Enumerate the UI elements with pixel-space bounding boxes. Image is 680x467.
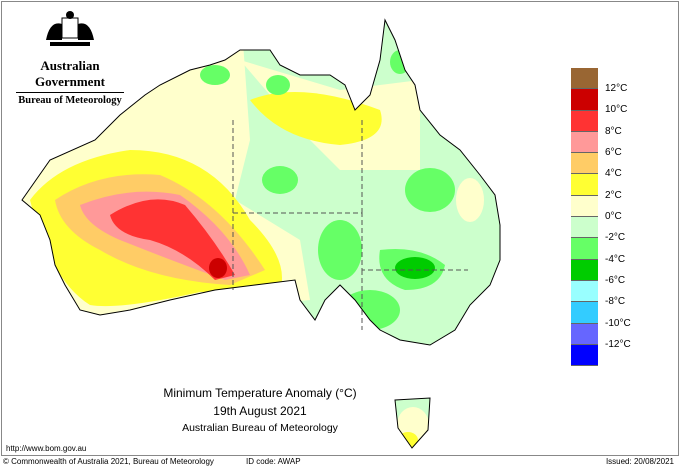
legend-swatch bbox=[571, 131, 598, 154]
legend-label: 2°C bbox=[605, 190, 622, 201]
legend-label: -6°C bbox=[605, 275, 626, 286]
legend-label: 8°C bbox=[605, 126, 622, 137]
legend-swatch bbox=[571, 217, 598, 239]
legend-label: 0°C bbox=[605, 211, 622, 222]
legend-swatch bbox=[571, 195, 598, 218]
legend-swatch bbox=[571, 89, 598, 111]
legend-swatch bbox=[571, 323, 598, 345]
coastline bbox=[21, 18, 501, 449]
legend-label: 10°C bbox=[605, 104, 628, 115]
map-title: Minimum Temperature Anomaly (°C) bbox=[163, 386, 357, 400]
map-date: 19th August 2021 bbox=[213, 404, 307, 418]
state-borders bbox=[232, 120, 468, 330]
coat-of-arms-icon bbox=[46, 11, 94, 46]
issued-date: Issued: 20/08/2021 bbox=[605, 457, 674, 466]
id-code: ID code: AWAP bbox=[246, 457, 301, 466]
government-name: Australian Government bbox=[34, 58, 106, 89]
legend-swatch bbox=[571, 302, 598, 324]
legend-swatch bbox=[571, 174, 598, 196]
legend-swatch bbox=[571, 280, 598, 303]
legend-swatch bbox=[571, 259, 598, 281]
legend-swatch bbox=[571, 68, 598, 90]
copyright-text: © Commonwealth of Australia 2021, Bureau… bbox=[3, 457, 214, 466]
legend-swatch bbox=[571, 110, 598, 132]
legend-label: -2°C bbox=[605, 232, 626, 243]
legend-swatch bbox=[571, 344, 598, 367]
legend-label: -10°C bbox=[605, 318, 631, 329]
government-logo: Australian Government Bureau of Meteorol… bbox=[10, 10, 130, 106]
legend-label: 12°C bbox=[605, 83, 628, 94]
color-legend: 12°C 10°C 8°C 6°C 4°C 2°C 0°C -2°C -4°C … bbox=[571, 68, 631, 367]
legend-label: -12°C bbox=[605, 339, 631, 350]
bom-website-link[interactable]: http://www.bom.gov.au bbox=[6, 444, 87, 453]
frame bbox=[1, 1, 679, 456]
legend-label: 6°C bbox=[605, 147, 622, 158]
map-source: Australian Bureau of Meteorology bbox=[182, 422, 338, 434]
legend-swatch bbox=[571, 153, 598, 175]
legend-label: -8°C bbox=[605, 296, 626, 307]
legend-label: -4°C bbox=[605, 254, 626, 265]
bureau-name: Bureau of Meteorology bbox=[16, 92, 124, 106]
legend-label: 4°C bbox=[605, 168, 622, 179]
legend-swatch bbox=[571, 238, 598, 260]
